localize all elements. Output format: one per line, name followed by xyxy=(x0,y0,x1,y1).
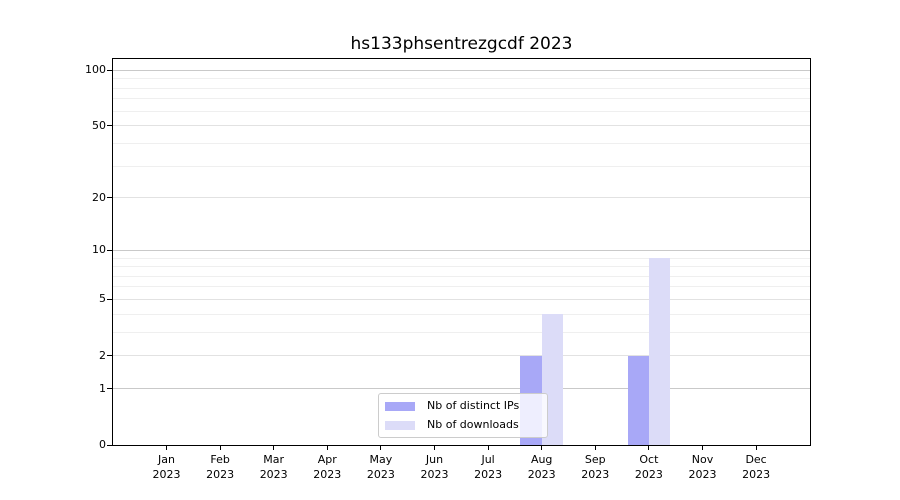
x-tick-year: 2023 xyxy=(581,468,610,481)
x-tick-label: May 2023 xyxy=(349,452,413,482)
x-tick-label: Aug 2023 xyxy=(510,452,574,482)
x-tick-year: 2023 xyxy=(206,468,235,481)
x-tick-mark xyxy=(273,446,275,450)
gridline xyxy=(113,69,810,71)
gridline xyxy=(113,286,810,288)
y-tick-mark xyxy=(107,388,112,390)
x-tick-mark xyxy=(326,446,328,450)
legend-item-downloads: Nb of downloads xyxy=(385,417,547,433)
gridline xyxy=(113,388,810,390)
x-tick-label: Nov 2023 xyxy=(671,452,735,482)
x-tick-month: Nov xyxy=(691,453,714,466)
y-tick-label: 2 xyxy=(99,348,106,362)
x-tick-year: 2023 xyxy=(634,468,663,481)
gridline xyxy=(113,275,810,277)
x-tick-month: Feb xyxy=(210,453,230,466)
y-tick-label: 5 xyxy=(99,292,106,306)
y-tick-label: 20 xyxy=(92,190,106,204)
gridline xyxy=(113,125,810,127)
gridline xyxy=(113,197,810,199)
x-tick-label: Jan 2023 xyxy=(135,452,199,482)
y-tick-label: 1 xyxy=(99,381,106,395)
gridline xyxy=(113,110,810,112)
x-tick-label: Jun 2023 xyxy=(403,452,467,482)
x-tick-label: Jul 2023 xyxy=(456,452,520,482)
x-tick-mark xyxy=(755,446,757,450)
gridline xyxy=(113,266,810,268)
x-tick-month: Jun xyxy=(425,453,444,466)
y-tick-mark xyxy=(107,249,112,251)
x-tick-label: Oct 2023 xyxy=(617,452,681,482)
x-tick-month: Sep xyxy=(584,453,606,466)
gridline xyxy=(113,313,810,315)
x-tick-mark xyxy=(380,446,382,450)
gridline xyxy=(113,331,810,333)
y-tick-mark xyxy=(107,197,112,199)
x-tick-label: Dec 2023 xyxy=(724,452,788,482)
x-tick-month: Aug xyxy=(530,453,553,466)
gridline xyxy=(113,87,810,89)
x-tick-month: Dec xyxy=(745,453,767,466)
legend-label-distinct-ips: Nb of distinct IPs xyxy=(427,399,520,412)
y-tick-mark xyxy=(107,444,112,446)
legend-label-downloads: Nb of downloads xyxy=(427,418,519,431)
gridline xyxy=(113,355,810,357)
bar-downloads-oct xyxy=(648,258,671,445)
plot-area: Nb of distinct IPs Nb of downloads xyxy=(112,58,811,446)
x-tick-label: Sep 2023 xyxy=(563,452,627,482)
bar-distinct-ips-oct xyxy=(627,355,649,445)
y-tick-mark xyxy=(107,355,112,357)
x-tick-mark xyxy=(541,446,543,450)
legend-swatch-distinct-ips xyxy=(385,401,415,411)
y-tick-mark xyxy=(107,69,112,71)
legend: Nb of distinct IPs Nb of downloads xyxy=(378,393,548,438)
x-tick-year: 2023 xyxy=(366,468,395,481)
gridline xyxy=(113,298,810,300)
x-tick-mark xyxy=(648,446,650,450)
gridline xyxy=(113,257,810,259)
x-tick-year: 2023 xyxy=(313,468,342,481)
x-tick-year: 2023 xyxy=(474,468,503,481)
x-tick-year: 2023 xyxy=(742,468,771,481)
x-tick-year: 2023 xyxy=(420,468,449,481)
legend-swatch-downloads xyxy=(385,420,415,430)
x-tick-label: Apr 2023 xyxy=(295,452,359,482)
x-tick-year: 2023 xyxy=(259,468,288,481)
y-tick-label: 10 xyxy=(92,243,106,257)
gridline xyxy=(113,249,810,251)
x-tick-mark xyxy=(219,446,221,450)
x-tick-month: May xyxy=(369,453,393,466)
legend-item-distinct-ips: Nb of distinct IPs xyxy=(385,398,547,414)
y-tick-label: 100 xyxy=(85,63,106,77)
gridline xyxy=(113,142,810,144)
y-tick-mark xyxy=(107,125,112,127)
x-tick-month: Apr xyxy=(317,453,337,466)
x-tick-mark xyxy=(487,446,489,450)
y-tick-mark xyxy=(107,298,112,300)
gridline xyxy=(113,98,810,100)
x-tick-mark xyxy=(594,446,596,450)
y-tick-label: 50 xyxy=(92,118,106,132)
x-tick-year: 2023 xyxy=(688,468,717,481)
x-tick-month: Jul xyxy=(481,453,495,466)
x-tick-label: Mar 2023 xyxy=(242,452,306,482)
x-tick-mark xyxy=(434,446,435,450)
chart-title: hs133phsentrezgcdf 2023 xyxy=(350,34,573,54)
gridline xyxy=(113,165,810,167)
x-tick-label: Feb 2023 xyxy=(188,452,252,482)
gridline xyxy=(113,78,810,80)
x-tick-year: 2023 xyxy=(152,468,181,481)
x-tick-mark xyxy=(702,446,703,450)
x-tick-month: Jan xyxy=(158,453,175,466)
y-tick-label: 0 xyxy=(99,438,106,451)
x-tick-month: Oct xyxy=(639,453,659,466)
x-tick-month: Mar xyxy=(263,453,285,466)
x-tick-year: 2023 xyxy=(527,468,556,481)
x-tick-mark xyxy=(166,446,167,450)
